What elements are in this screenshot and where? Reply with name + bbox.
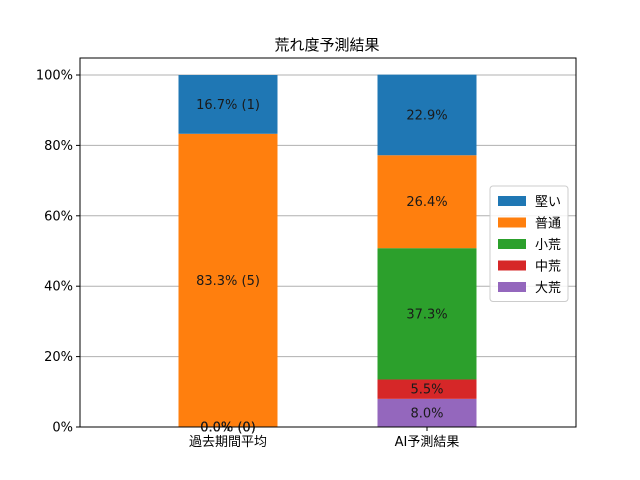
legend-swatch: [498, 196, 526, 206]
data-label: 16.7% (1): [196, 98, 260, 113]
legend-swatch: [498, 217, 526, 228]
y-tick-label: 20%: [44, 350, 73, 365]
legend-swatch: [498, 260, 526, 271]
legend-label: 堅い: [535, 195, 561, 210]
bar-segment: [377, 74, 477, 156]
bar-segment: [178, 133, 278, 427]
data-labels: 0.0% (0)0.0% (0)0.0% (0)83.3% (5)16.7% (…: [196, 98, 448, 436]
legend-label: 中荒: [535, 260, 561, 275]
data-label: 8.0%: [410, 406, 443, 421]
x-tick-label: 過去期間平均: [189, 435, 267, 450]
legend-label: 大荒: [535, 281, 561, 296]
x-tick-label: AI予測結果: [395, 435, 460, 450]
plot-frame: [79, 57, 577, 428]
y-tick-label: 40%: [44, 280, 73, 295]
bar-segment: [377, 155, 477, 249]
legend-label: 小荒: [535, 238, 561, 253]
legend-swatch: [498, 239, 526, 249]
data-label: 22.9%: [406, 108, 447, 123]
legend-swatch: [498, 282, 526, 292]
y-tick-label: 100%: [36, 69, 73, 84]
bar-segment: [377, 398, 477, 427]
bar-segment: [377, 379, 477, 399]
y-tick-label: 0%: [52, 421, 73, 436]
legend-box: [489, 185, 569, 302]
bars: [178, 74, 477, 427]
bar-segment: [377, 248, 477, 380]
y-tick-label: 80%: [44, 139, 73, 154]
chart-title: 荒れ度予測結果: [274, 36, 379, 54]
y-tick-label: 60%: [44, 209, 73, 224]
data-label: 26.4%: [406, 195, 447, 210]
legend-label: 普通: [535, 217, 561, 232]
axes: 0% 20% 40% 60% 80% 100% 過去期間平均 AI予測結果: [36, 69, 460, 451]
data-label: 37.3%: [406, 307, 447, 322]
bar-segment: [178, 75, 278, 134]
data-label: 5.5%: [410, 383, 443, 398]
data-label: 83.3% (5): [196, 274, 260, 289]
